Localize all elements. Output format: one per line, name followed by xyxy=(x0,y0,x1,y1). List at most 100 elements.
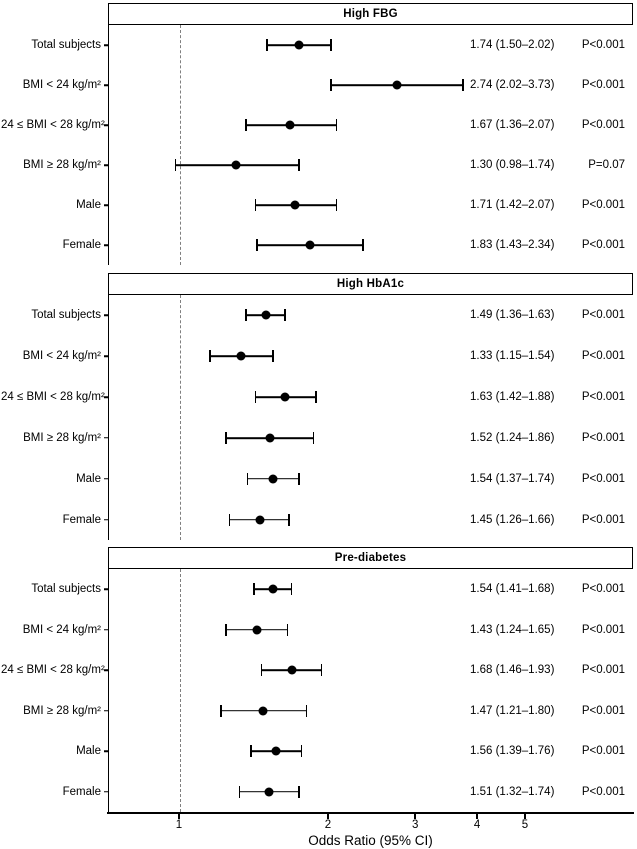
x-axis-title: Odds Ratio (95% CI) xyxy=(308,833,433,848)
ci-upper-cap xyxy=(312,431,315,444)
forest-row: Total subjects 1.74 (1.50–2.02) P<0.001 xyxy=(31,33,633,57)
forest-row: Male 1.71 (1.42–2.07) P<0.001 xyxy=(76,193,633,217)
estimate-text: 1.30 (0.98–1.74) xyxy=(470,159,555,171)
row-label: 24 ≤ BMI < 28 kg/m² xyxy=(1,664,105,677)
point-estimate xyxy=(294,40,304,50)
y-axis-tick xyxy=(103,629,109,631)
x-axis-line xyxy=(107,812,634,814)
estimate-text: 2.74 (2.02–3.73) xyxy=(470,79,555,91)
y-axis-tick xyxy=(103,204,109,206)
estimate-text: 1.43 (1.24–1.65) xyxy=(470,623,555,636)
ci-upper-cap xyxy=(286,623,289,636)
x-axis-tick xyxy=(327,813,329,819)
ci-lower-cap xyxy=(254,391,257,404)
point-estimate xyxy=(258,706,268,716)
ci-upper-cap xyxy=(290,583,293,596)
p-value-text: P<0.001 xyxy=(581,309,625,322)
y-axis-tick xyxy=(103,396,109,398)
row-annotation: 1.49 (1.36–1.63) P<0.001 xyxy=(470,309,625,321)
p-value-text: P<0.001 xyxy=(581,391,625,404)
ci-upper-cap xyxy=(320,664,323,677)
forest-row: 24 ≤ BMI < 28 kg/m² 1.67 (1.36–2.07) P<0… xyxy=(1,113,633,137)
ci-upper-cap xyxy=(284,309,286,322)
ci-lower-cap xyxy=(245,119,247,131)
forest-row: Total subjects 1.49 (1.36–1.63) P<0.001 xyxy=(31,303,633,327)
row-annotation: 2.74 (2.02–3.73) P<0.001 xyxy=(470,79,625,91)
point-estimate xyxy=(231,160,241,170)
point-estimate xyxy=(236,351,246,361)
ci-lower-cap xyxy=(266,39,268,51)
point-estimate xyxy=(271,746,281,756)
p-value-text: P<0.001 xyxy=(581,199,625,211)
y-axis-tick xyxy=(103,124,109,126)
point-estimate xyxy=(252,625,262,635)
ci-upper-cap xyxy=(288,513,290,526)
panel-body: Total subjects 1.74 (1.50–2.02) P<0.001 … xyxy=(1,25,633,265)
ci-upper-cap xyxy=(335,119,338,131)
row-label: BMI < 24 kg/m² xyxy=(22,350,101,363)
ci-lower-cap xyxy=(225,431,228,444)
point-estimate xyxy=(268,584,278,594)
panel-header: High HbA1c xyxy=(108,273,633,295)
ci-upper-cap xyxy=(305,704,308,717)
ci-upper-cap xyxy=(330,39,332,51)
ci-lower-cap xyxy=(225,623,228,636)
y-axis-tick xyxy=(103,710,109,712)
ci-lower-cap xyxy=(246,472,249,485)
ci-upper-cap xyxy=(298,472,300,485)
row-annotation: 1.33 (1.15–1.54) P<0.001 xyxy=(470,350,625,362)
y-axis-tick xyxy=(103,84,109,86)
y-axis-tick xyxy=(103,44,109,46)
row-label: BMI ≥ 28 kg/m² xyxy=(23,704,101,717)
row-label: BMI ≥ 28 kg/m² xyxy=(23,159,101,171)
y-axis-tick xyxy=(103,478,109,480)
p-value-text: P<0.001 xyxy=(581,623,625,636)
forest-row: Female 1.83 (1.43–2.34) P<0.001 xyxy=(63,233,633,257)
forest-row: BMI ≥ 28 kg/m² 1.47 (1.21–1.80) P<0.001 xyxy=(23,699,633,723)
forest-row: Female 1.45 (1.26–1.66) P<0.001 xyxy=(63,508,633,532)
p-value-text: P<0.001 xyxy=(581,350,625,363)
row-label: Female xyxy=(62,239,101,251)
row-label: Male xyxy=(76,472,101,485)
ci-lower-cap xyxy=(220,704,222,717)
point-estimate xyxy=(265,433,275,443)
panel-body: Total subjects 1.54 (1.41–1.68) P<0.001 … xyxy=(1,569,633,812)
ci-upper-cap xyxy=(462,79,464,91)
forest-row: Female 1.51 (1.32–1.74) P<0.001 xyxy=(63,780,633,804)
ci-lower-cap xyxy=(228,513,231,526)
point-estimate xyxy=(287,665,297,675)
point-estimate xyxy=(261,310,271,320)
reference-line xyxy=(180,569,181,812)
point-estimate xyxy=(280,392,290,402)
panel-header: High FBG xyxy=(108,3,633,25)
estimate-text: 1.67 (1.36–2.07) xyxy=(470,119,555,131)
row-annotation: 1.63 (1.42–1.88) P<0.001 xyxy=(470,391,625,403)
estimate-text: 1.74 (1.50–2.02) xyxy=(470,39,555,51)
forest-row: 24 ≤ BMI < 28 kg/m² 1.68 (1.46–1.93) P<0… xyxy=(1,658,633,682)
row-label: 24 ≤ BMI < 28 kg/m² xyxy=(1,119,105,131)
row-annotation: 1.54 (1.37–1.74) P<0.001 xyxy=(470,473,625,485)
estimate-text: 1.68 (1.46–1.93) xyxy=(470,664,555,677)
y-axis-tick xyxy=(103,164,109,166)
estimate-text: 1.47 (1.21–1.80) xyxy=(470,704,555,717)
point-estimate xyxy=(264,787,274,797)
y-axis-tick xyxy=(103,669,109,671)
forest-row: BMI < 24 kg/m² 1.33 (1.15–1.54) P<0.001 xyxy=(23,344,633,368)
x-axis-tick-label: 2 xyxy=(324,819,332,831)
estimate-text: 1.33 (1.15–1.54) xyxy=(470,350,555,363)
y-axis-tick xyxy=(103,791,109,793)
point-estimate xyxy=(290,200,300,210)
ci-lower-cap xyxy=(209,350,211,363)
reference-line xyxy=(180,25,181,265)
row-annotation: 1.47 (1.21–1.80) P<0.001 xyxy=(470,705,625,717)
ci-lower-cap xyxy=(253,583,255,596)
row-label: Total subjects xyxy=(31,39,101,51)
panel-title: High HbA1c xyxy=(336,278,405,290)
row-annotation: 1.71 (1.42–2.07) P<0.001 xyxy=(470,199,625,211)
x-axis-tick-label: 5 xyxy=(521,819,529,831)
y-axis-tick xyxy=(103,588,109,590)
ci-upper-cap xyxy=(298,785,300,798)
row-annotation: 1.45 (1.26–1.66) P<0.001 xyxy=(470,514,625,526)
row-annotation: 1.54 (1.41–1.68) P<0.001 xyxy=(470,583,625,595)
x-axis-tick xyxy=(524,813,526,819)
